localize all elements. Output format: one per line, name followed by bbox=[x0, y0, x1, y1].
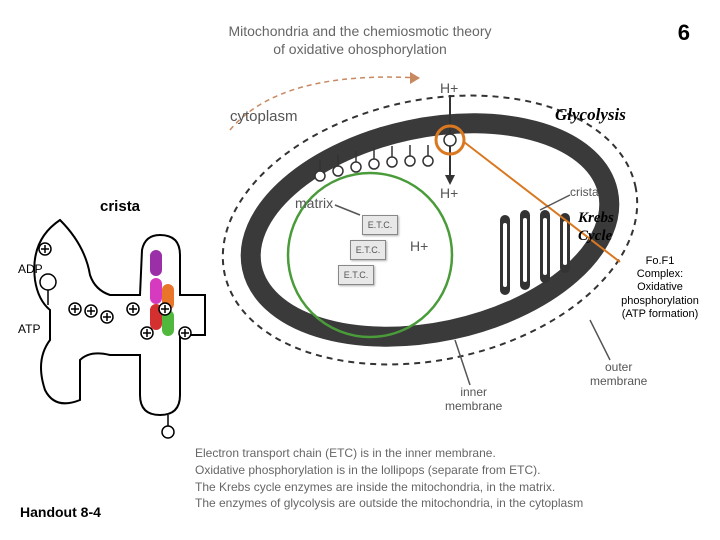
label-outer-2: membrane bbox=[590, 374, 647, 388]
callout-l2: Complex: bbox=[637, 268, 683, 280]
callout-l4: phosphorylation bbox=[621, 295, 699, 307]
plus-icon bbox=[126, 302, 140, 316]
crista-detail bbox=[20, 200, 240, 440]
callout-l1: Fo.F1 bbox=[646, 255, 675, 267]
membrane-protein bbox=[150, 250, 162, 276]
footer-l4: The enzymes of glycolysis are outside th… bbox=[195, 496, 583, 510]
etc-box-1: E.T.C. bbox=[362, 215, 398, 235]
label-h-inner: H+ bbox=[440, 185, 458, 201]
plus-icon bbox=[38, 242, 52, 256]
handout-label: Handout 8-4 bbox=[20, 504, 101, 520]
footer-l2: Oxidative phosphorylation is in the loll… bbox=[195, 463, 541, 477]
footer-l1: Electron transport chain (ETC) is in the… bbox=[195, 446, 496, 460]
plus-icon bbox=[158, 302, 172, 316]
label-outer-1: outer bbox=[605, 360, 632, 374]
label-crista-right: crista bbox=[570, 185, 599, 199]
label-inner-1: inner bbox=[460, 385, 487, 399]
plus-icon bbox=[68, 302, 82, 316]
footer-text: Electron transport chain (ETC) is in the… bbox=[195, 445, 583, 512]
label-h-top: H+ bbox=[440, 80, 458, 96]
label-atp: ATP bbox=[18, 322, 40, 336]
label-inner-membrane: inner membrane bbox=[445, 385, 502, 413]
label-inner-2: membrane bbox=[445, 399, 502, 413]
footer-l3: The Krebs cycle enzymes are inside the m… bbox=[195, 480, 555, 494]
label-matrix: matrix bbox=[295, 195, 333, 211]
etc-box-3: E.T.C. bbox=[338, 265, 374, 285]
plus-icon bbox=[140, 326, 154, 340]
label-krebs-1: Krebs bbox=[578, 210, 614, 227]
callout-l5: (ATP formation) bbox=[622, 308, 699, 320]
plus-icon bbox=[100, 310, 114, 324]
plus-icon bbox=[178, 326, 192, 340]
label-krebs-2: Cycle bbox=[578, 228, 612, 245]
callout-l3: Oxidative bbox=[637, 281, 683, 293]
label-h-left: H+ bbox=[410, 238, 428, 254]
label-outer-membrane: outer membrane bbox=[590, 360, 647, 388]
fof1-callout: Fo.F1 Complex: Oxidative phosphorylation… bbox=[610, 255, 710, 321]
label-adp: ADP bbox=[18, 262, 43, 276]
plus-icon bbox=[84, 304, 98, 318]
label-cytoplasm: cytoplasm bbox=[230, 108, 298, 125]
label-crista-left: crista bbox=[100, 198, 140, 215]
membrane-protein bbox=[150, 278, 162, 304]
etc-box-2: E.T.C. bbox=[350, 240, 386, 260]
label-glycolysis: Glycolysis bbox=[555, 105, 626, 125]
